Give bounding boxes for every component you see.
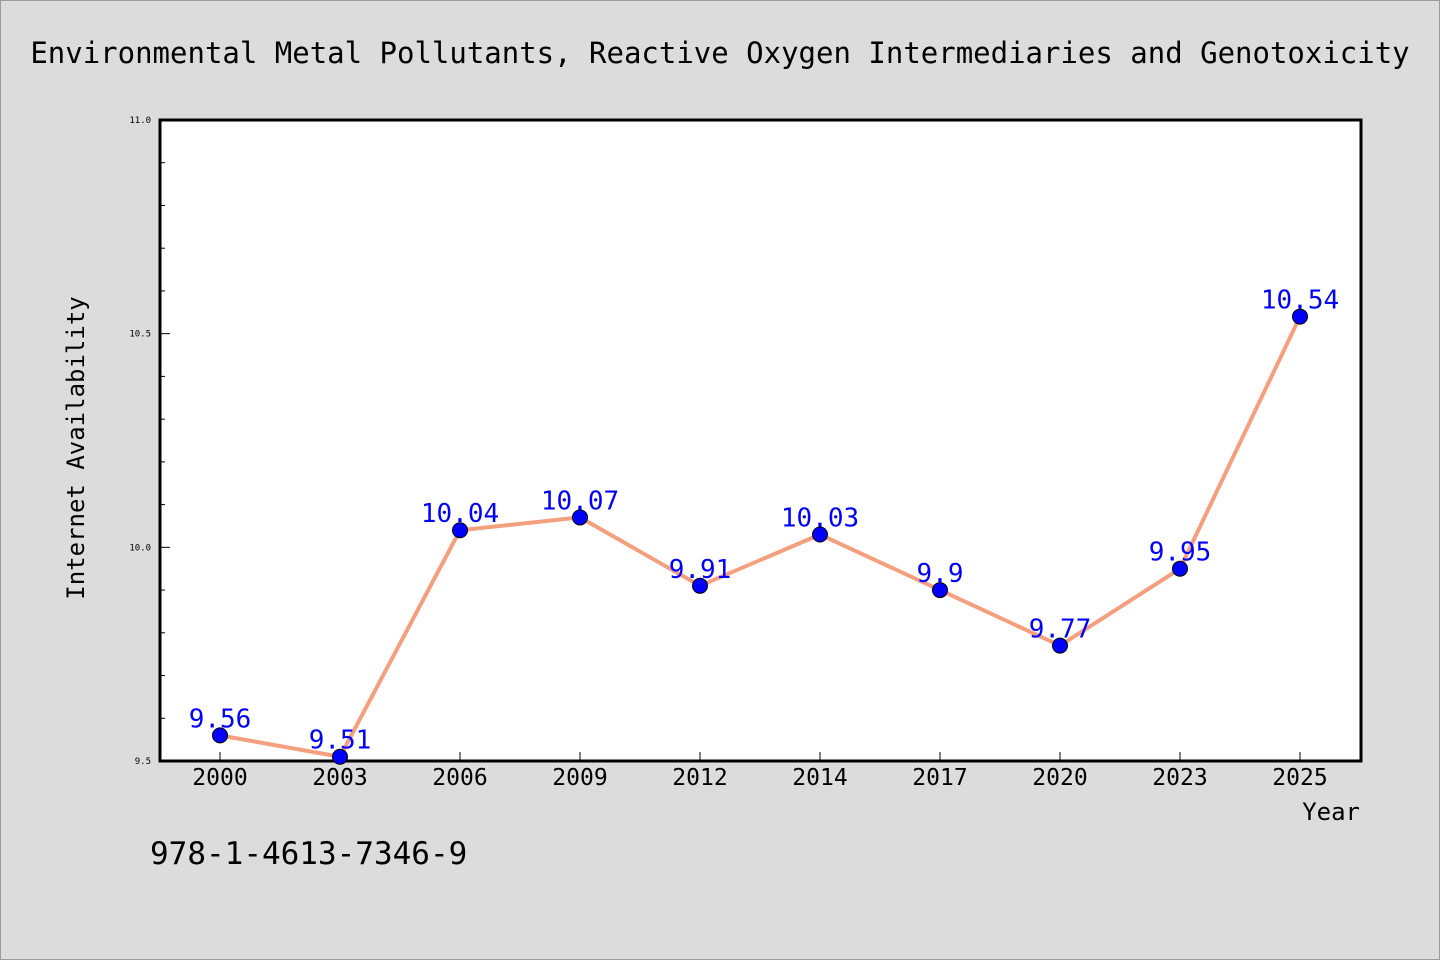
data-label: 10.54	[1261, 286, 1339, 316]
data-point	[932, 582, 948, 599]
x-tick-label: 2000	[192, 765, 247, 791]
y-tick-label: 11.0	[129, 116, 151, 126]
series-line	[219, 315, 1302, 759]
x-tick-label: 2003	[312, 765, 367, 791]
data-label: 9.95	[1149, 538, 1212, 568]
x-axis: 2000 2003 2006 2009 2012 2014 2017 2020 2023 2025	[192, 752, 1328, 791]
x-axis-title: Year	[1302, 798, 1360, 826]
data-point	[572, 509, 588, 526]
data-label: 9.51	[309, 726, 372, 756]
data-labels-group: 9.56 9.51 10.04 10.07 9.91 10.03 9.9 9.77 9.95 10…	[189, 286, 1339, 756]
x-tick-label: 2025	[1272, 765, 1327, 791]
data-label: 9.9	[917, 559, 964, 589]
data-point	[692, 577, 708, 594]
data-label: 10.03	[781, 504, 859, 534]
data-point	[812, 526, 828, 543]
isbn-text: 978-1-4613-7346-9	[150, 836, 467, 872]
series-group	[212, 308, 1308, 765]
x-tick-label: 2009	[552, 765, 607, 791]
data-label: 10.04	[421, 499, 499, 529]
y-tick-label: 10.0	[129, 543, 151, 553]
data-point	[1172, 560, 1188, 577]
y-tick-label: 10.5	[129, 330, 151, 340]
x-tick-label: 2020	[1032, 765, 1087, 791]
data-point	[1292, 308, 1308, 325]
data-label: 9.77	[1029, 615, 1092, 645]
data-point	[1052, 637, 1068, 654]
chart-title: Environmental Metal Pollutants, Reactive…	[30, 36, 1409, 70]
y-tick-label: 9.5	[135, 757, 151, 767]
data-point	[332, 748, 348, 765]
data-point	[212, 727, 228, 744]
x-tick-label: 2012	[672, 765, 727, 791]
x-tick-label: 2014	[792, 765, 847, 791]
data-label: 10.07	[541, 486, 619, 516]
data-label: 9.56	[189, 704, 252, 734]
x-tick-label: 2006	[432, 765, 487, 791]
y-axis-title: Internet Availability	[62, 296, 90, 599]
plot-area	[158, 118, 1363, 763]
y-axis: 9.5 10.0 10.5 11.0	[129, 116, 170, 767]
data-label: 9.91	[669, 555, 732, 585]
x-tick-label: 2023	[1152, 765, 1207, 791]
data-point	[452, 522, 468, 539]
x-tick-label: 2017	[912, 765, 967, 791]
